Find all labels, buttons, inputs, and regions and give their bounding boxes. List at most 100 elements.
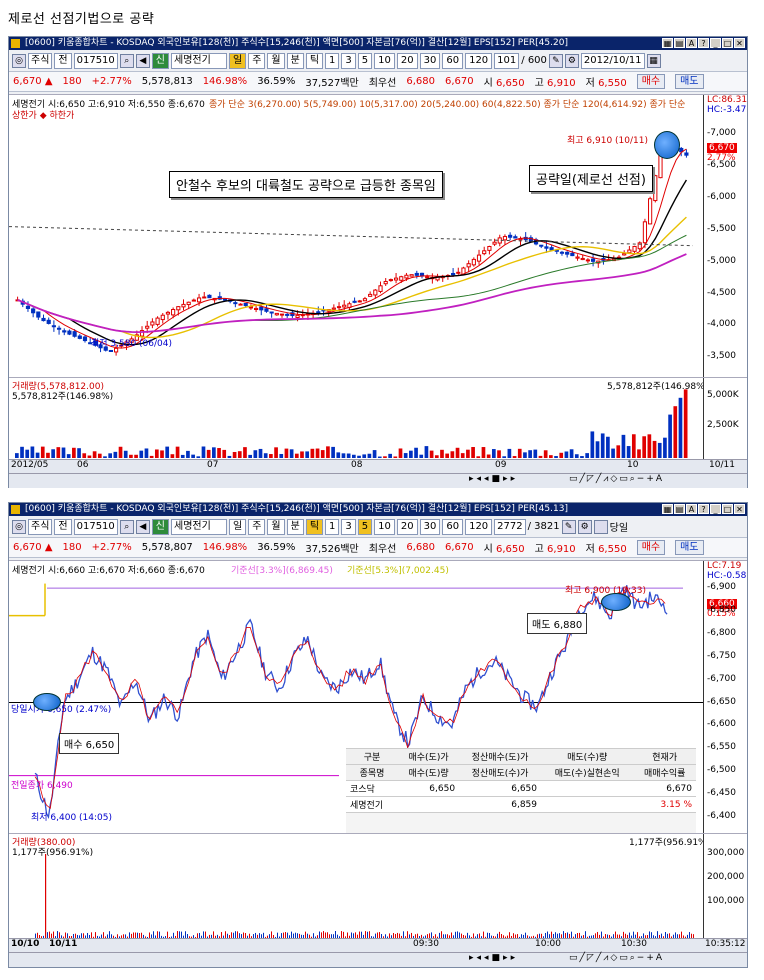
prefix-select[interactable]: 전 [54,518,72,535]
best-label: 최우선 [368,544,397,555]
print-icon[interactable]: ▤ [674,38,685,48]
minute-30-button[interactable]: 30 [419,52,441,69]
period-month-button[interactable]: 월 [267,52,285,69]
minute-60-button[interactable]: 60 [442,52,464,69]
minimize-icon[interactable]: _ [710,504,721,514]
volume-bar [487,932,488,938]
speaker-icon[interactable]: ◀ [135,53,150,68]
code-input[interactable]: 017510 [73,52,118,69]
minute-1-button[interactable]: 1 [325,52,340,69]
prefix-select[interactable]: 전 [54,52,72,69]
minute-5-button[interactable]: 5 [357,52,373,69]
chart-icon[interactable]: ▦ [662,38,673,48]
tool-icon[interactable]: ✎ [548,53,563,68]
today-checkbox[interactable] [593,519,608,534]
period-week-button[interactable]: 주 [248,52,266,69]
help-icon[interactable]: ? [698,38,709,48]
candle [590,258,596,262]
minimize-icon[interactable]: _ [710,38,721,48]
minute-scroll-bar[interactable]: ▸◂◂■▸▸ ▭╱◸╱⩘◇▭⌕−+A [9,952,747,967]
buy-button[interactable]: 매수 [636,74,666,89]
volume-bar [305,451,310,458]
period-week-button[interactable]: 주 [248,518,266,535]
drawing-tools-icon[interactable]: ▭╱◸╱⩘◇▭⌕−+A [569,474,665,484]
maximize-icon[interactable]: □ [722,38,733,48]
magnifier-icon[interactable]: ⌕ [119,519,134,534]
tool-icon[interactable]: ✎ [561,519,576,534]
minute-120-button[interactable]: 120 [465,518,493,535]
count-input[interactable]: 101 [494,52,520,69]
chart-icon[interactable]: ▦ [662,504,673,514]
volume-bar [310,448,315,458]
volume-bar [161,935,162,938]
candle [72,331,77,337]
volume-bar [580,456,584,458]
count-input[interactable]: 2772 [494,518,526,535]
scroll-controls-icon[interactable]: ▸◂◂■▸▸ [469,953,519,963]
search-icon[interactable]: ◎ [12,519,26,534]
minute-30-button[interactable]: 30 [419,518,441,535]
date-input[interactable]: 2012/10/11 [580,52,645,69]
search-icon[interactable]: ◎ [12,53,26,68]
scroll-controls-icon[interactable]: ▸◂◂■▸▸ [469,474,519,484]
code-input[interactable]: 017510 [73,518,118,535]
minute-1-button[interactable]: 1 [325,518,340,535]
print-icon[interactable]: ▤ [674,504,685,514]
period-month-button[interactable]: 월 [267,518,285,535]
daily-scroll-bar[interactable]: ▸◂◂■▸▸ ▭╱◸╱⩘◇▭⌕−+A [9,473,747,488]
volume-bar [393,456,398,458]
minute-5-button[interactable]: 5 [357,518,373,535]
volume-bar [481,936,482,938]
minute-20-button[interactable]: 20 [396,518,418,535]
minute-20-button[interactable]: 20 [396,52,418,69]
period-tick-button[interactable]: 틱 [305,518,324,535]
magnifier-icon[interactable]: ⌕ [119,53,134,68]
sell-button[interactable]: 매도 [675,540,704,555]
sell-button[interactable]: 매도 [675,74,704,89]
volume-bar [625,933,626,938]
volume-bar [321,932,322,938]
settings-icon[interactable]: ⚙ [564,53,579,68]
help-icon[interactable]: ? [698,504,709,514]
close-icon[interactable]: ✕ [734,38,745,48]
speaker-icon[interactable]: ◀ [135,519,150,534]
minute-3-button[interactable]: 3 [341,52,356,69]
table-header: 정산매수(도)가 [459,748,541,765]
minute-120-button[interactable]: 120 [465,52,493,69]
candle [383,280,388,285]
minute-volume-chart[interactable]: 거래량(380.00) 1,177주(956.91%) 1,177주(956.9… [9,833,747,939]
font-icon[interactable]: A [686,38,697,48]
close-icon[interactable]: ✕ [734,504,745,514]
maximize-icon[interactable]: □ [722,504,733,514]
high-note: 최고 6,910 (10/11) [567,136,649,146]
volume-bar [39,934,40,938]
volume-bar [75,933,76,938]
minute-60-button[interactable]: 60 [442,518,464,535]
volume-bar [437,936,438,938]
volume-bar [615,931,616,938]
minute-3-button[interactable]: 3 [341,518,356,535]
volume-bar [547,931,548,938]
minute-10-button[interactable]: 10 [374,52,395,69]
daily-price-chart[interactable]: 세명전기 시:6,650 고:6,910 저:6,550 종:6,670 종가 … [9,94,747,378]
price-axis-label: -4,500 [707,287,737,298]
drawing-tools-icon[interactable]: ▭╱◸╱⩘◇▭⌕−+A [569,953,665,963]
period-day-button[interactable]: 일 [229,518,247,535]
buy-button[interactable]: 매수 [636,540,666,555]
period-minute-button[interactable]: 분 [286,518,304,535]
period-day-button[interactable]: 일 [229,52,247,69]
period-minute-button[interactable]: 분 [286,52,304,69]
settings-icon[interactable]: ⚙ [577,519,592,534]
candle [279,313,285,316]
volume-bar [678,397,683,458]
type-select[interactable]: 주식 [28,518,53,535]
daily-volume-chart[interactable]: 거래량(5,578,812.00) 5,578,812주(146.98%) 5,… [9,377,747,460]
calendar-icon[interactable]: ▦ [646,53,661,68]
volume: 5,578,813 [141,76,193,87]
minute-price-chart[interactable]: 세명전기 시:6,660 고:6,670 저:6,660 종:6,670 기준선… [9,560,747,834]
period-tick-button[interactable]: 틱 [305,52,324,69]
candle [238,303,243,306]
font-icon[interactable]: A [686,504,697,514]
minute-10-button[interactable]: 10 [374,518,395,535]
type-select[interactable]: 주식 [28,52,53,69]
